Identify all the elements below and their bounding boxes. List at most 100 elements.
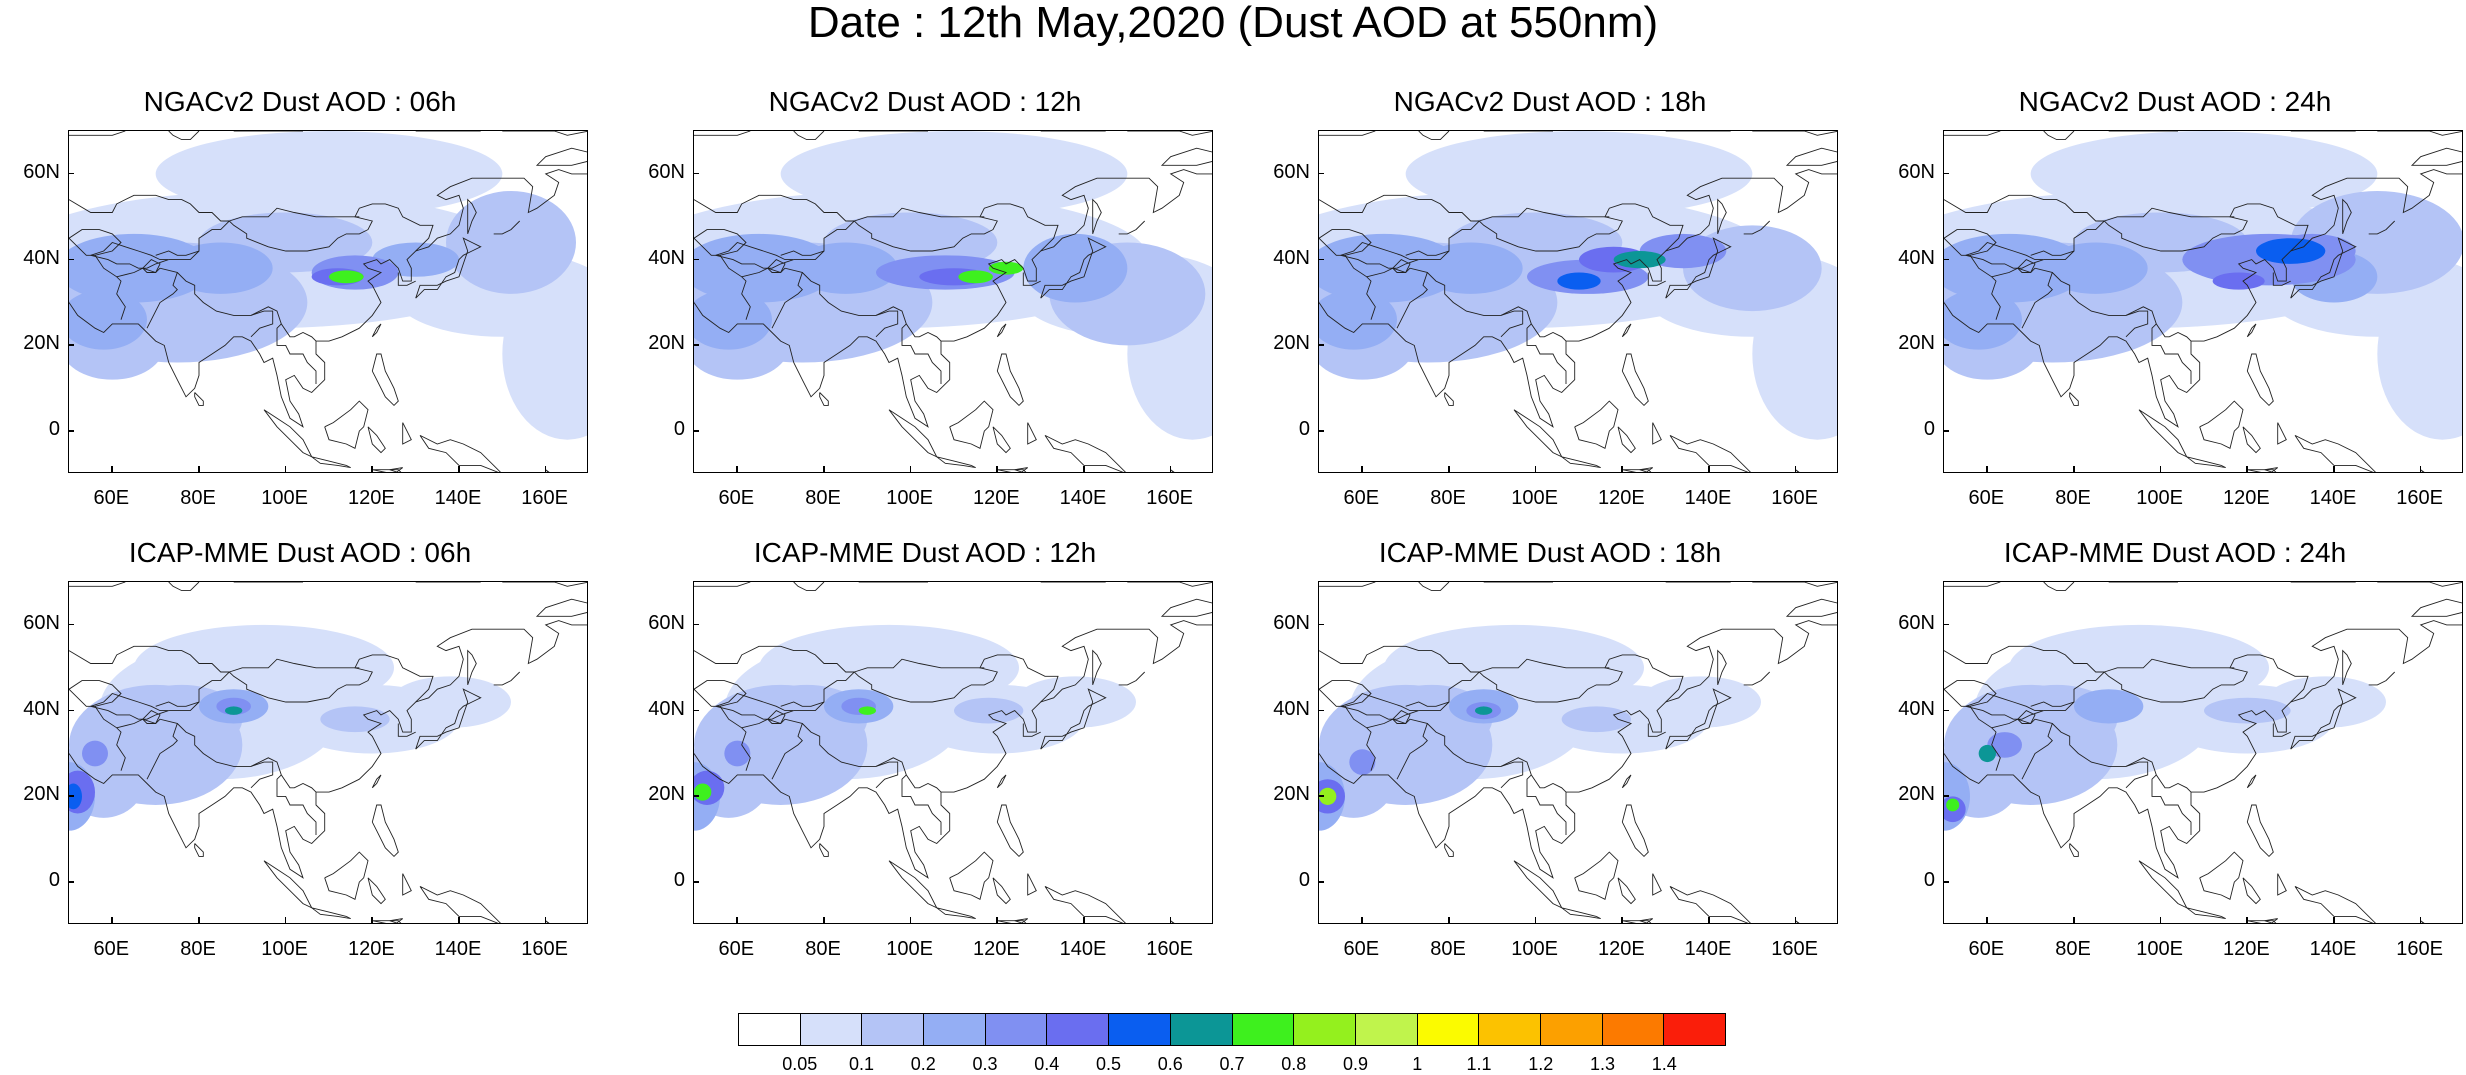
lat-tick-label: 60N: [23, 160, 60, 183]
lat-tick: [1943, 623, 1949, 626]
dust-aod-area: [724, 740, 751, 767]
lat-tick-label: 20N: [1898, 783, 1935, 806]
coastline: [1526, 323, 1567, 384]
colorbar-label: 0.6: [1157, 1054, 1183, 1074]
lat-tick-label: 60N: [648, 611, 685, 634]
coastline: [888, 860, 938, 909]
colorbar-label: 1.3: [1589, 1054, 1616, 1074]
coastline: [1170, 920, 1175, 923]
coastline: [2368, 671, 2396, 686]
coastline: [371, 804, 399, 858]
coastline: [801, 723, 899, 789]
coastline: [467, 198, 477, 235]
coastline: [502, 582, 587, 587]
panel-title: ICAP-MME Dust AOD : 06h: [128, 537, 472, 568]
coastline: [2242, 426, 2261, 454]
lat-tick: [1943, 172, 1949, 175]
coastline: [996, 323, 1007, 338]
coastline: [69, 229, 122, 256]
lon-tick-label: 140E: [1059, 487, 1107, 509]
lon-tick: [111, 917, 113, 923]
coastline: [2410, 598, 2462, 617]
lon-tick: [458, 466, 460, 472]
coastline: [535, 147, 587, 166]
lon-tick: [2159, 917, 2162, 923]
lat-tick-label: 0: [1923, 418, 1935, 441]
lon-tick-label: 160E: [1146, 487, 1194, 509]
map-frame: [1943, 130, 2463, 473]
coastline: [311, 907, 351, 920]
coastline: [1319, 645, 1480, 673]
lat-tick-label: 0: [1298, 869, 1310, 892]
dust-aod-area: [858, 706, 876, 715]
map-plot: [69, 582, 587, 923]
coastline: [854, 207, 985, 222]
coastline: [793, 250, 825, 261]
dust-aod-area: [1561, 706, 1631, 733]
lon-tick-label: 160E: [1146, 938, 1194, 960]
coastline: [741, 718, 803, 780]
coastline: [2186, 456, 2226, 469]
lon-tick-label: 100E: [2136, 938, 2184, 960]
coastline: [2017, 710, 2036, 724]
map-frame: [1943, 581, 2463, 924]
coastline: [1969, 706, 2001, 771]
colorbar-label: 0.2: [910, 1054, 936, 1074]
dust-aod-area: [780, 131, 1128, 217]
dust-aod-area: [1319, 787, 1337, 805]
coastline: [372, 467, 403, 472]
colorbar-label: 0.5: [1095, 1054, 1122, 1074]
lat-tick: [1318, 709, 1324, 712]
lon-tick-label: 80E: [805, 487, 841, 509]
coastline: [901, 774, 942, 835]
panel-title: ICAP-MME Dust AOD : 18h: [1378, 537, 1722, 568]
coastline: [493, 220, 521, 235]
coastline: [1405, 654, 1684, 707]
coastline: [2186, 907, 2226, 920]
dust-aod-area: [1978, 744, 1996, 763]
lon-tick-label: 160E: [521, 487, 569, 509]
lon-tick-label: 100E: [1511, 487, 1559, 509]
lon-tick-label: 60E: [1968, 487, 2005, 509]
lat-tick: [68, 430, 74, 432]
coastline: [467, 649, 477, 686]
panel-title: NGACv2 Dust AOD : 12h: [768, 86, 1082, 117]
map-frame: [1318, 581, 1838, 924]
lon-tick-label: 60E: [718, 938, 755, 960]
lat-tick-label: 20N: [1273, 783, 1310, 806]
map-plot: [694, 582, 1212, 923]
lon-tick: [544, 466, 547, 472]
coastline: [1513, 409, 1563, 458]
dust-aod-area: [320, 706, 390, 733]
coastline: [2277, 873, 2287, 896]
dust-aod-area: [1944, 289, 2022, 350]
lon-tick: [1534, 917, 1537, 923]
lon-tick: [1986, 917, 1988, 923]
coastline: [2069, 392, 2079, 406]
coastline: [1022, 723, 1041, 737]
coastline: [176, 723, 274, 789]
coastline: [1617, 877, 1636, 905]
colorbar-swatch: [985, 1014, 1048, 1045]
coastline: [276, 323, 317, 384]
coastline: [545, 920, 550, 923]
coastline: [168, 701, 200, 712]
coastline: [694, 131, 751, 136]
lat-tick-label: 60N: [1273, 160, 1310, 183]
lon-tick-label: 80E: [180, 487, 216, 509]
map-panel: NGACv2 Dust AOD : 18h 60N 40N 20N 0 60E 80E 100…: [1250, 86, 1850, 509]
map-panel: ICAP-MME Dust AOD : 24h 60N 40N 20N 0 60E 80E 1…: [1875, 537, 2466, 960]
dust-aod-area: [1023, 233, 1128, 303]
coastline: [1944, 194, 2105, 222]
coastline: [1574, 400, 1619, 449]
coastline: [168, 131, 200, 141]
panel-title: ICAP-MME Dust AOD : 24h: [2003, 537, 2347, 568]
colorbar-swatch: [1540, 1014, 1603, 1045]
dust-aod-area: [954, 697, 1024, 724]
colorbar-swatch: [1602, 1014, 1665, 1045]
map-plot: [1944, 582, 2462, 923]
lat-tick: [1318, 795, 1324, 797]
coastline: [1044, 434, 1126, 472]
coastline: [819, 392, 829, 406]
coastline: [2151, 323, 2192, 384]
